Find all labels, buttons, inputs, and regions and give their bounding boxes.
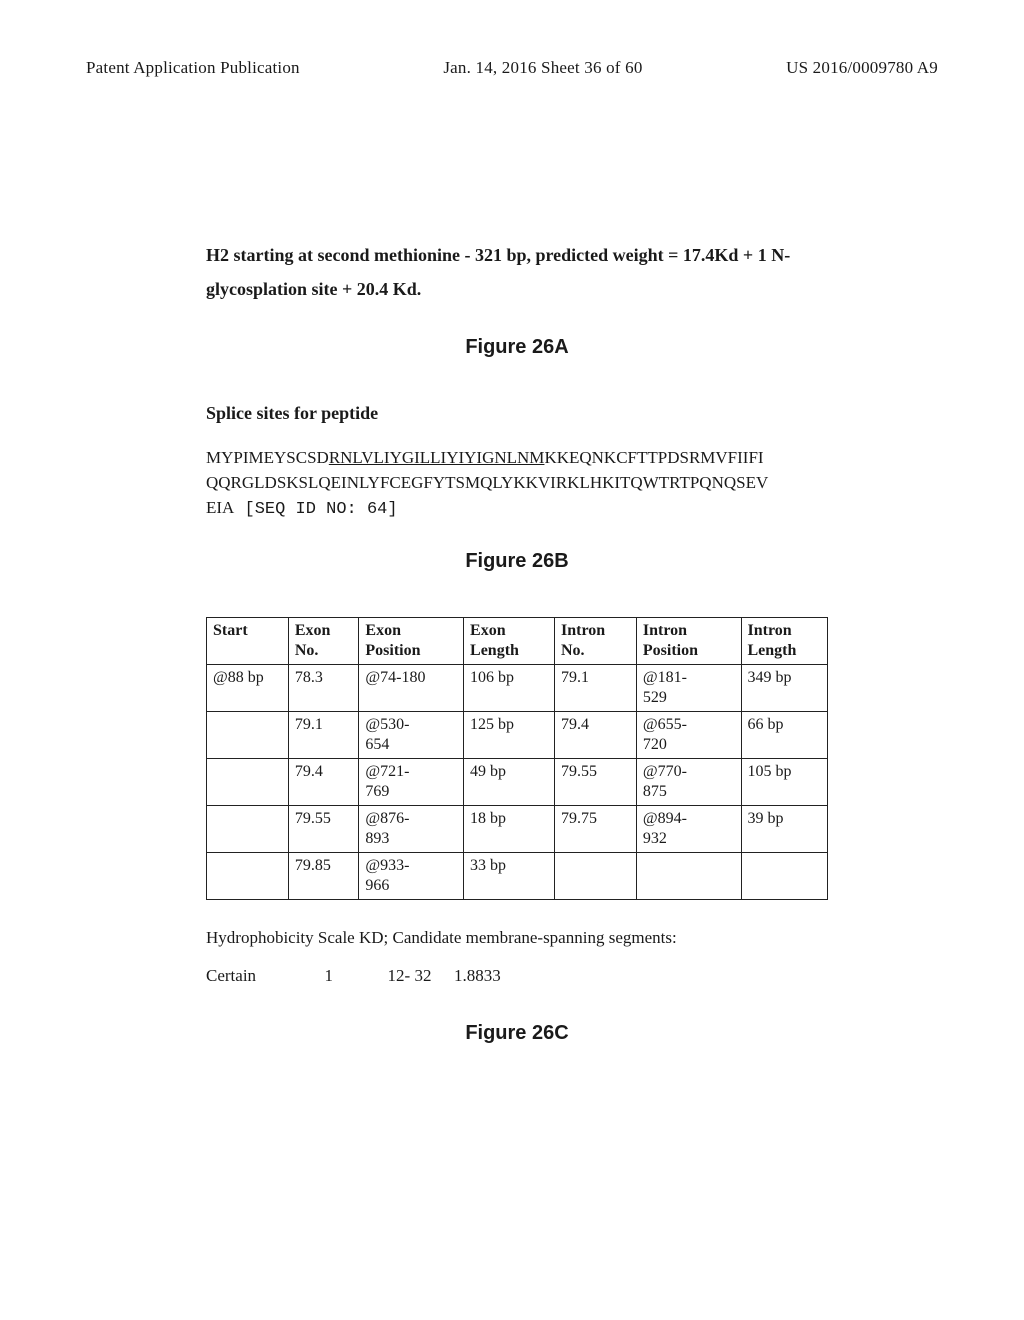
certain-col3: 1.8833 <box>454 966 501 986</box>
splice-table-body: @88 bp78.3@74-180106 bp79.1@181-529349 b… <box>207 665 828 900</box>
seq-part2: KKEQNKCFTTPDSRMVFIIFI <box>544 448 763 467</box>
certain-col1: 1 <box>325 966 334 986</box>
table-cell: 349 bp <box>741 665 828 712</box>
page-header: Patent Application Publication Jan. 14, … <box>86 58 938 78</box>
table-cell: 79.55 <box>555 759 637 806</box>
seq-part1: MYPIMEYSCSD <box>206 448 329 467</box>
figure-26a-title: Figure 26A <box>206 336 828 359</box>
table-row: @88 bp78.3@74-180106 bp79.1@181-529349 b… <box>207 665 828 712</box>
certain-label: Certain <box>206 966 256 986</box>
table-cell: 79.55 <box>288 806 359 853</box>
table-cell <box>207 806 289 853</box>
table-header: IntronNo. <box>555 618 637 665</box>
table-cell: 79.4 <box>555 712 637 759</box>
certain-col2: 12- 32 <box>388 966 432 986</box>
h2-description: H2 starting at second methionine - 321 b… <box>206 238 828 306</box>
table-cell: 33 bp <box>464 853 555 900</box>
table-cell: 106 bp <box>464 665 555 712</box>
table-cell: 79.1 <box>555 665 637 712</box>
table-cell <box>207 853 289 900</box>
table-cell <box>207 759 289 806</box>
table-cell: 79.85 <box>288 853 359 900</box>
table-cell: @74-180 <box>359 665 464 712</box>
table-cell <box>636 853 741 900</box>
table-header: ExonNo. <box>288 618 359 665</box>
table-cell: 39 bp <box>741 806 828 853</box>
header-right: US 2016/0009780 A9 <box>786 58 938 78</box>
table-header: IntronPosition <box>636 618 741 665</box>
splice-table: StartExonNo.ExonPositionExonLengthIntron… <box>206 617 828 900</box>
hydrophobicity-line: Hydrophobicity Scale KD; Candidate membr… <box>206 928 828 948</box>
table-header: ExonPosition <box>359 618 464 665</box>
table-cell: 78.3 <box>288 665 359 712</box>
certain-line: Certain 1 12- 32 1.8833 <box>206 966 828 986</box>
table-cell: @933-966 <box>359 853 464 900</box>
seq-id: [SEQ ID NO: 64] <box>234 500 397 519</box>
table-cell: 18 bp <box>464 806 555 853</box>
table-cell: 66 bp <box>741 712 828 759</box>
table-cell: 79.75 <box>555 806 637 853</box>
table-header: IntronLength <box>741 618 828 665</box>
splice-table-head: StartExonNo.ExonPositionExonLengthIntron… <box>207 618 828 665</box>
table-cell: 79.1 <box>288 712 359 759</box>
table-cell: @876-893 <box>359 806 464 853</box>
splice-sites-heading: Splice sites for peptide <box>206 403 828 424</box>
figure-26b-title: Figure 26B <box>206 550 828 573</box>
table-cell <box>555 853 637 900</box>
header-left: Patent Application Publication <box>86 58 300 78</box>
seq-line2: QQRGLDSKSLQEINLYFCEGFYTSMQLYKKVIRKLHKITQ… <box>206 473 768 492</box>
table-cell: 79.4 <box>288 759 359 806</box>
table-cell: 49 bp <box>464 759 555 806</box>
figure-26c-title: Figure 26C <box>206 1022 828 1045</box>
table-cell: 105 bp <box>741 759 828 806</box>
table-cell: @88 bp <box>207 665 289 712</box>
table-cell <box>741 853 828 900</box>
table-row: 79.55@876-89318 bp79.75@894-93239 bp <box>207 806 828 853</box>
table-header: ExonLength <box>464 618 555 665</box>
h2-line2: glycosplation site + 20.4 Kd. <box>206 279 421 299</box>
table-cell: @894-932 <box>636 806 741 853</box>
seq-underlined: RNLVLIYGILLIYIYIGNLNM <box>329 448 545 467</box>
table-row: 79.1@530-654125 bp79.4@655-72066 bp <box>207 712 828 759</box>
table-row: 79.85@933-96633 bp <box>207 853 828 900</box>
table-row: 79.4@721-76949 bp79.55@770-875105 bp <box>207 759 828 806</box>
table-cell <box>207 712 289 759</box>
table-cell: @655-720 <box>636 712 741 759</box>
table-cell: 125 bp <box>464 712 555 759</box>
main-content: H2 starting at second methionine - 321 b… <box>206 238 828 1045</box>
peptide-sequence: MYPIMEYSCSDRNLVLIYGILLIYIYIGNLNMKKEQNKCF… <box>206 446 828 522</box>
table-cell: @181-529 <box>636 665 741 712</box>
table-cell: @721-769 <box>359 759 464 806</box>
table-header: Start <box>207 618 289 665</box>
table-cell: @770-875 <box>636 759 741 806</box>
seq-line3a: EIA <box>206 498 234 517</box>
table-cell: @530-654 <box>359 712 464 759</box>
h2-line1: H2 starting at second methionine - 321 b… <box>206 245 790 265</box>
header-center: Jan. 14, 2016 Sheet 36 of 60 <box>443 58 642 78</box>
